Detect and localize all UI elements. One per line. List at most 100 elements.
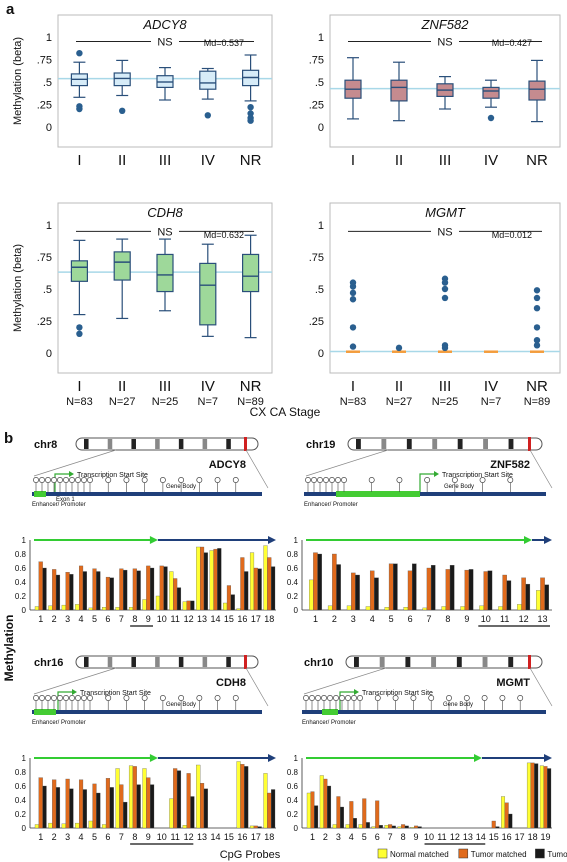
bar-normal-matched	[34, 606, 39, 611]
x-tick-label: 4	[370, 614, 375, 624]
bar-tumor-matched	[65, 778, 70, 829]
y-tick-label: .5	[315, 77, 324, 89]
cpg-site	[87, 477, 93, 483]
x-axis-label: CX CA Stage	[250, 405, 321, 419]
x-tick-label: 8	[401, 832, 406, 842]
bar-normal-matched	[539, 765, 544, 829]
x-tick-label: 14	[210, 832, 220, 842]
cpg-site	[51, 477, 57, 483]
bar-tumor	[468, 569, 474, 611]
x-tick-label: II	[118, 152, 126, 169]
bar-tumor-matched	[132, 766, 137, 829]
bar-normal-matched	[263, 545, 268, 611]
x-tick-label: 2	[332, 614, 337, 624]
x-tick-label: IV	[484, 152, 498, 169]
bar-tumor-matched	[426, 567, 432, 611]
count-label: N=25	[152, 396, 179, 408]
cpg-site	[321, 695, 327, 701]
box-iqr	[70, 260, 89, 282]
y-tick-label: 0.2	[287, 592, 299, 601]
cpg-site	[428, 695, 435, 701]
tss-arrow	[339, 691, 354, 710]
bar-tumor	[109, 577, 114, 611]
x-tick-label: I	[351, 152, 355, 169]
outlier-point	[533, 324, 541, 331]
cpg-site	[214, 477, 221, 483]
panel-title: ZNF582	[421, 17, 470, 32]
y-tick-label: 0	[294, 606, 299, 615]
bar-normal-matched	[75, 604, 80, 611]
x-tick-label: 5	[389, 614, 394, 624]
bar-tumor	[317, 553, 322, 611]
x-tick-label: 6	[105, 614, 110, 624]
panel-label-b: b	[4, 430, 13, 447]
chromosome-band	[381, 439, 387, 449]
bar-tumor	[487, 570, 493, 611]
bar-tumor-matched	[362, 798, 367, 829]
chromosome-band	[107, 657, 113, 667]
bar-tumor-matched	[240, 557, 245, 611]
gene-locus-marker	[528, 655, 531, 669]
promoter-region	[34, 491, 46, 497]
y-tick-label: .5	[315, 284, 324, 296]
tss-label: Transcription Start Site	[80, 690, 151, 697]
bar-tumor	[150, 784, 155, 829]
bar-tumor	[190, 796, 195, 829]
x-tick-label: I	[351, 378, 355, 395]
bar-tumor	[230, 594, 235, 611]
bar-tumor	[352, 818, 357, 829]
bar-tumor	[203, 788, 208, 829]
bar-normal-matched	[128, 765, 134, 829]
cpg-site	[305, 477, 311, 483]
cpg-site	[345, 695, 351, 701]
box-NR	[242, 234, 260, 339]
bar-tumor	[327, 785, 332, 829]
bar-tumor-matched	[375, 800, 380, 829]
x-tick-label: 16	[237, 832, 247, 842]
promoter-region	[34, 709, 56, 715]
promoter-arrowhead	[149, 754, 158, 762]
x-tick-label: III	[439, 378, 452, 395]
cpg-site	[57, 477, 63, 483]
chromosome-band	[379, 657, 385, 667]
bar-normal-matched	[88, 607, 93, 611]
bar-tumor	[391, 825, 396, 829]
x-tick-label: 7	[119, 832, 124, 842]
cpg-site	[339, 695, 345, 701]
cpg-site	[69, 695, 75, 701]
x-tick-label: 9	[414, 832, 419, 842]
zoom-line	[245, 667, 269, 707]
cpg-site	[57, 695, 63, 701]
y-tick-label: 0	[46, 348, 52, 360]
bar-tumor-matched	[530, 762, 535, 829]
bar-tumor	[430, 565, 436, 611]
bar-normal-matched	[371, 826, 376, 829]
box-III	[436, 75, 454, 110]
bar-tumor	[495, 826, 500, 829]
x-tick-label: 3	[65, 832, 70, 842]
outlier-point	[247, 110, 254, 117]
bar-normal-matched	[345, 824, 350, 829]
box-II	[392, 344, 406, 353]
bar-tumor	[42, 567, 47, 611]
bar-normal-matched	[410, 827, 415, 829]
count-label: N=83	[66, 396, 93, 408]
cpg-site	[196, 695, 203, 701]
count-label: N=89	[524, 396, 551, 408]
x-tick-label: 6	[105, 832, 110, 842]
outlier-point	[533, 287, 541, 294]
bar-tumor	[404, 825, 409, 829]
y-tick-label: 0.6	[15, 564, 27, 573]
cpg-site	[39, 477, 45, 483]
cpg-site	[333, 695, 339, 701]
bar-tumor-matched	[267, 557, 272, 611]
promoter-region	[336, 491, 420, 497]
box-NR	[242, 54, 260, 124]
chromosome-band	[84, 657, 89, 667]
box-NR	[528, 59, 546, 123]
promoter-arrowhead	[149, 536, 158, 544]
x-tick-label: 7	[388, 832, 393, 842]
y-tick-label: .25	[37, 100, 52, 112]
median-label: Md=0.537	[204, 38, 244, 48]
